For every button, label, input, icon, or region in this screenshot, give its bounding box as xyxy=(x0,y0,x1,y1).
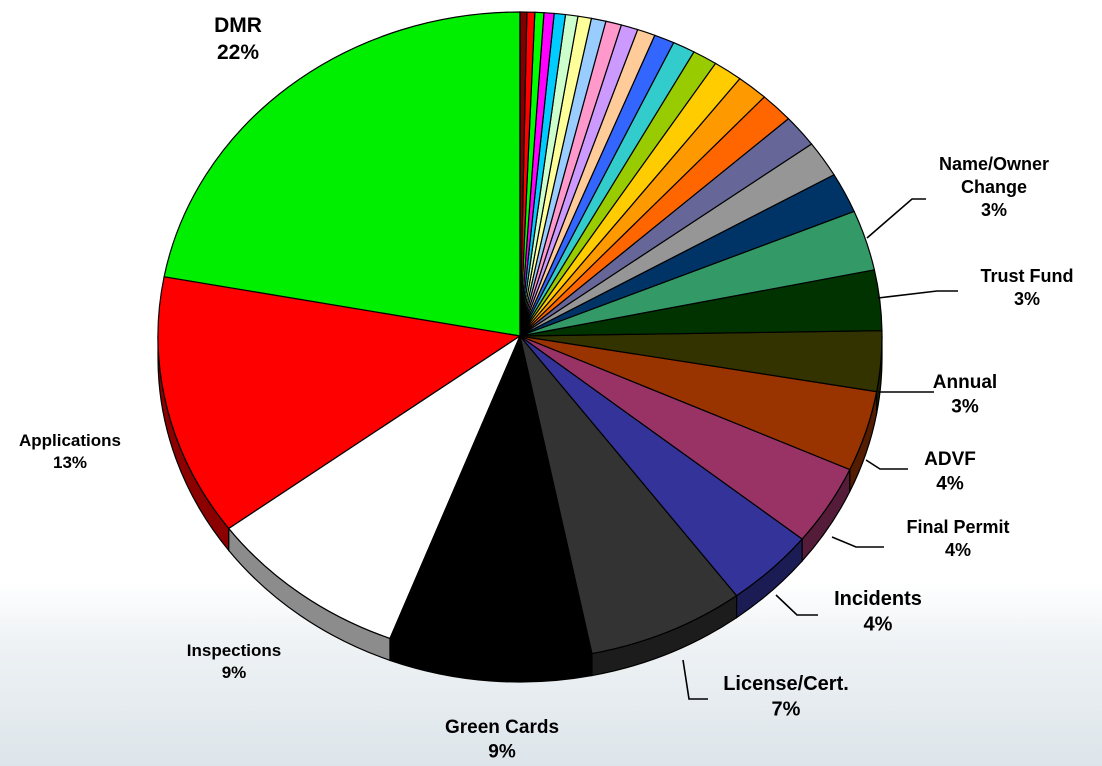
slice-value-inspections: 9% xyxy=(222,663,247,682)
slice-value-trust-fund: 3% xyxy=(1014,289,1040,309)
slice-label-trust-fund: Trust Fund xyxy=(981,266,1074,286)
slice-value-annual: 3% xyxy=(951,396,979,417)
slice-label-final-permit: Final Permit xyxy=(906,517,1009,537)
slice-value-license-cert: 7% xyxy=(772,699,801,721)
slice-label-annual: Annual xyxy=(933,372,997,393)
slice-label-applications: Applications xyxy=(19,431,121,450)
slice-label-name-owner-change: Name/Owner Change xyxy=(939,154,1049,197)
leader-line-advf xyxy=(865,459,908,470)
slice-label-dmr: DMR xyxy=(214,14,262,37)
leader-line-trust-fund xyxy=(877,290,958,299)
pie-slice-inspections xyxy=(227,334,522,640)
slice-label-green-cards: Green Cards xyxy=(445,717,559,738)
slice-labels: DMR 22% Applications 13% Inspections 9% Green … xyxy=(19,14,1074,762)
slice-label-advf: ADVF xyxy=(924,449,976,470)
slice-label-incidents: Incidents xyxy=(834,588,922,610)
pie-slice-license-cert xyxy=(519,335,738,655)
slice-value-green-cards: 9% xyxy=(488,741,516,762)
leader-line-incidents xyxy=(775,594,818,616)
pie-slice-green-cards xyxy=(389,334,593,661)
slice-label-license-cert: License/Cert. xyxy=(723,673,849,695)
pie-top xyxy=(157,11,883,661)
slice-value-final-permit: 4% xyxy=(945,540,971,560)
leader-line-name-owner-change xyxy=(866,198,926,239)
slice-value-dmr: 22% xyxy=(217,41,259,64)
pie-slice-dmr xyxy=(163,11,521,337)
pie-depth xyxy=(157,335,883,683)
pie-slice-applications xyxy=(157,276,522,530)
leader-line-license-cert xyxy=(682,659,708,700)
slice-value-advf: 4% xyxy=(936,473,964,494)
slice-value-name-owner-change: 3% xyxy=(981,200,1007,220)
slice-value-applications: 13% xyxy=(53,453,87,472)
leader-lines xyxy=(682,198,958,700)
leader-line-final-permit xyxy=(831,536,884,548)
slice-value-incidents: 4% xyxy=(864,614,893,636)
pie-slice-minor-30 xyxy=(519,11,528,337)
slice-label-inspections: Inspections xyxy=(187,641,281,660)
